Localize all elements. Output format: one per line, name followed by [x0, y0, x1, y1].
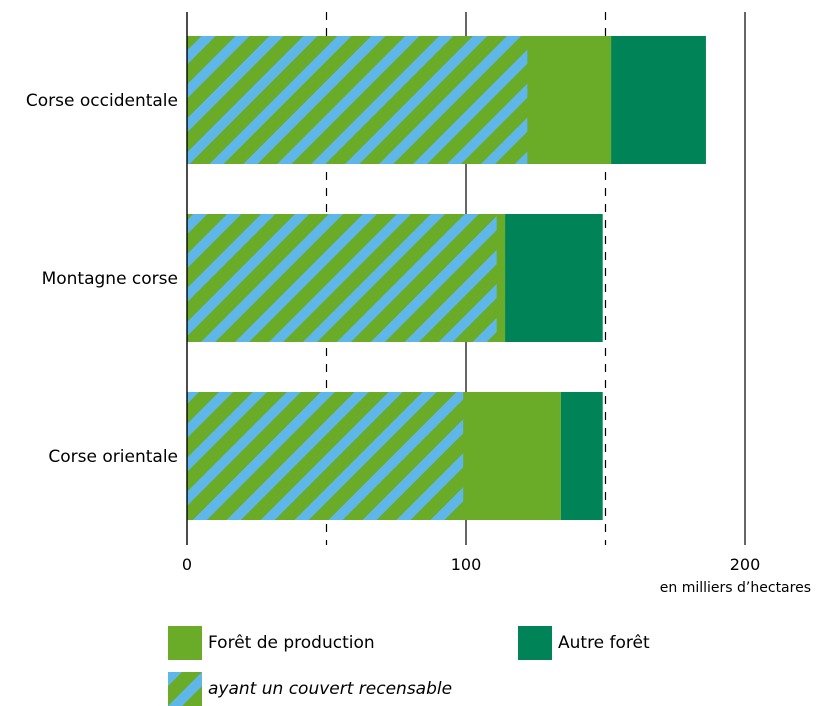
bar-autre-0: [611, 36, 706, 164]
legend-item-autre: Autre forêt: [518, 626, 650, 660]
legend-swatch-production: [168, 626, 202, 660]
x-unit-label: en milliers d’hectares: [660, 580, 811, 596]
legend-swatch-couvert: [168, 672, 202, 706]
legend-label-couvert: ayant un couvert recensable: [208, 679, 453, 699]
legend-label-production: Forêt de production: [208, 633, 375, 653]
bar-autre-1: [505, 214, 603, 342]
category-label: Corse occidentale: [26, 91, 178, 111]
bar-autre-2: [560, 392, 603, 520]
bar-couvert-1: [187, 214, 497, 342]
x-tick-label: 0: [182, 555, 192, 574]
bar-couvert-0: [187, 36, 528, 164]
legend-label-autre: Autre forêt: [558, 633, 650, 653]
legend-swatch-autre: [518, 626, 552, 660]
x-tick-label: 200: [730, 555, 761, 574]
x-tick-label: 100: [451, 555, 482, 574]
legend-item-couvert: ayant un couvert recensable: [168, 672, 452, 706]
legend-item-production: Forêt de production: [168, 626, 375, 660]
category-label: Corse orientale: [48, 447, 178, 467]
bar-couvert-2: [187, 392, 464, 520]
category-label: Montagne corse: [42, 269, 178, 289]
